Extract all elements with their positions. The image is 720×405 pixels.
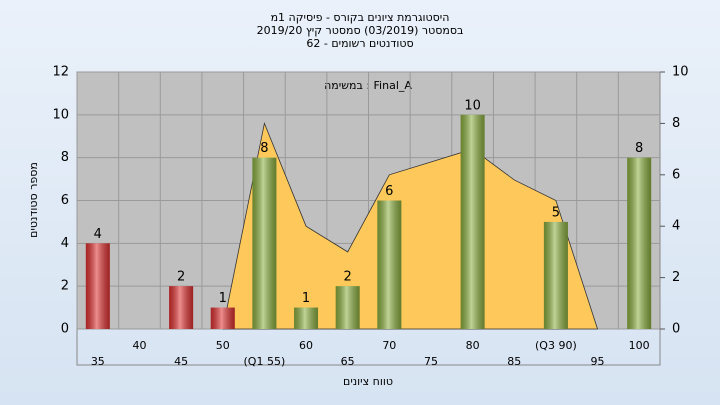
bar-shine — [460, 114, 485, 329]
x-tick-label: 75 — [424, 355, 438, 368]
x-tick-label: (Q3 90) — [535, 339, 577, 352]
value-label: 10 — [464, 98, 481, 113]
y2-tick-label: 4 — [672, 219, 680, 234]
x-tick-label: 35 — [91, 355, 105, 368]
y2-tick-label: 6 — [672, 167, 680, 182]
value-label: 8 — [635, 141, 643, 156]
y2-tick-label: 10 — [672, 65, 689, 80]
y2-tick-label: 2 — [672, 270, 680, 285]
value-label: 1 — [302, 291, 310, 306]
bar-shine — [627, 157, 652, 329]
y2-tick-label: 0 — [672, 322, 680, 337]
x-tick-label: 65 — [341, 355, 355, 368]
bar-shine — [85, 243, 110, 329]
x-tick-label: 40 — [132, 339, 146, 352]
value-label: 2 — [177, 270, 185, 285]
value-label: 6 — [385, 184, 393, 199]
y-tick-label: 2 — [61, 279, 69, 294]
x-tick-label: (Q1 55) — [244, 355, 286, 368]
area — [222, 122, 599, 330]
bar-shine — [169, 286, 194, 329]
y-tick-label: 12 — [52, 65, 69, 80]
value-label: 8 — [260, 141, 268, 156]
y-tick-label: 6 — [61, 193, 69, 208]
y-tick-label: 4 — [61, 236, 69, 251]
y-tick-label: 0 — [61, 322, 69, 337]
bar-shine — [377, 200, 402, 329]
x-tick-label: 50 — [216, 339, 230, 352]
bar-shine — [294, 307, 319, 329]
y-tick-label: 8 — [61, 150, 69, 165]
x-axis-label: טווח ציונים — [343, 375, 393, 388]
title-line: סטודנטים רשומים - 62 — [306, 37, 413, 50]
x-tick-label: 80 — [466, 339, 480, 352]
title-line: היסטוגרמת ציונים בקורס - פיסיקה 1מ — [271, 11, 450, 24]
y2-tick-label: 8 — [672, 116, 680, 131]
value-label: 5 — [552, 205, 560, 220]
bar-shine — [543, 221, 568, 329]
title-line: בסמסטר (03/2019) סמסטר קיץ 2019/20 — [257, 24, 464, 37]
x-tick-label: 45 — [174, 355, 188, 368]
x-tick-label: 60 — [299, 339, 313, 352]
bar-shine — [335, 286, 360, 329]
value-label: 4 — [94, 227, 102, 242]
value-label: 2 — [344, 270, 352, 285]
y-axis-label: מספר סטודנטים — [27, 162, 40, 238]
bar-shine — [252, 157, 277, 329]
x-tick-label: 70 — [382, 339, 396, 352]
y-tick-label: 10 — [52, 107, 69, 122]
value-label: 1 — [219, 291, 227, 306]
x-tick-label: 95 — [591, 355, 605, 368]
bar-shine — [210, 307, 235, 329]
x-tick-label: 85 — [507, 355, 521, 368]
x-tick-label: 100 — [629, 339, 650, 352]
